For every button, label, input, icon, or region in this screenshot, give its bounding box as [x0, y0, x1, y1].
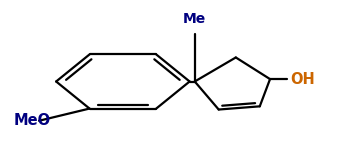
- Text: Me: Me: [183, 12, 206, 26]
- Text: MeO: MeO: [13, 113, 50, 128]
- Text: OH: OH: [290, 72, 315, 87]
